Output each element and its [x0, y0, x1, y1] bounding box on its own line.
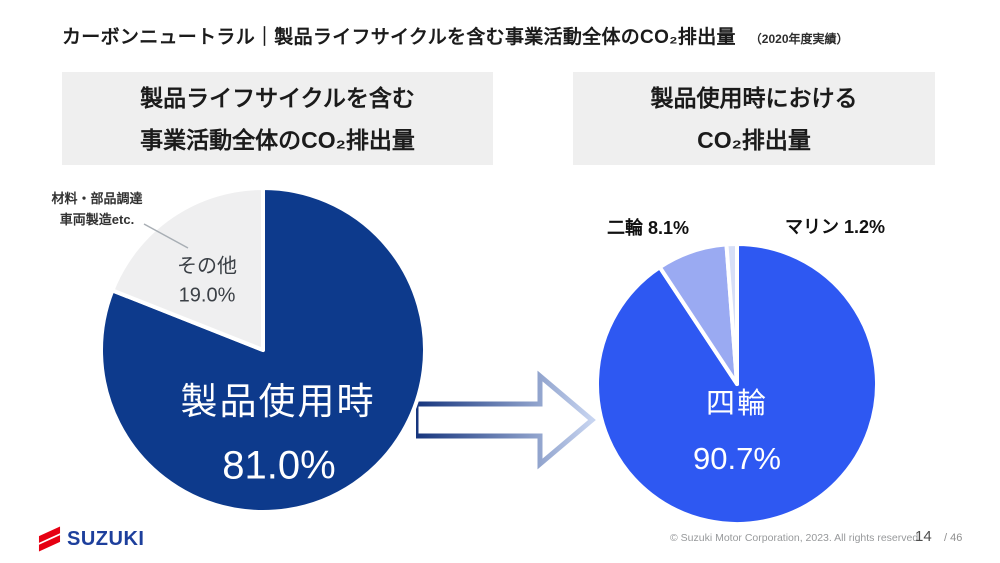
right-chart-header-line1: 製品使用時における — [650, 85, 858, 111]
product-use-slice-value: 81.0% — [222, 443, 336, 488]
pie-slice-マリン — [724, 242, 739, 386]
suzuki-logo: SUZUKI — [38, 526, 144, 552]
automobile-slice-label: 四輪 — [705, 388, 769, 420]
page-number: 14 — [915, 528, 932, 545]
product-use-slice-label: 製品使用時 — [180, 381, 376, 422]
left-chart-header-line2: 事業活動全体のCO₂排出量 — [140, 127, 415, 153]
transition-arrow-icon — [416, 370, 596, 470]
other-slice-label: その他 — [177, 255, 237, 278]
automobile-slice-value: 90.7% — [693, 441, 781, 476]
procurement-annotation: 材料・部品調達 車両製造etc. — [36, 188, 158, 230]
other-slice-value: 19.0% — [178, 284, 236, 307]
left-chart-header-line1: 製品ライフサイクルを含む — [140, 85, 415, 111]
annotation-leader-line — [143, 223, 189, 249]
copyright-text: © Suzuki Motor Corporation, 2023. All ri… — [670, 532, 922, 544]
slide-title-note: （2020年度実績） — [749, 32, 849, 46]
right-chart-header: 製品使用時における CO₂排出量 — [573, 72, 935, 165]
page-total: / 46 — [944, 532, 963, 544]
right-chart-header-line2: CO₂排出量 — [697, 127, 811, 153]
lifecycle-pie-chart — [99, 186, 427, 514]
title-row: カーボンニュートラル｜製品ライフサイクルを含む事業活動全体のCO₂排出量 （20… — [62, 22, 849, 49]
procurement-annotation-line1: 材料・部品調達 — [51, 191, 143, 206]
motorcycle-slice-label: 二輪 8.1% — [606, 218, 690, 238]
left-chart-header: 製品ライフサイクルを含む 事業活動全体のCO₂排出量 — [62, 72, 493, 165]
marine-slice-label: マリン 1.2% — [784, 217, 886, 237]
suzuki-s-icon — [38, 526, 61, 552]
suzuki-logo-text: SUZUKI — [67, 527, 145, 550]
procurement-annotation-line2: 車両製造etc. — [59, 212, 135, 227]
slide-title: カーボンニュートラル｜製品ライフサイクルを含む事業活動全体のCO₂排出量 — [62, 27, 736, 48]
pie-slice-その他 — [110, 186, 265, 352]
usage-pie-chart — [595, 242, 879, 526]
